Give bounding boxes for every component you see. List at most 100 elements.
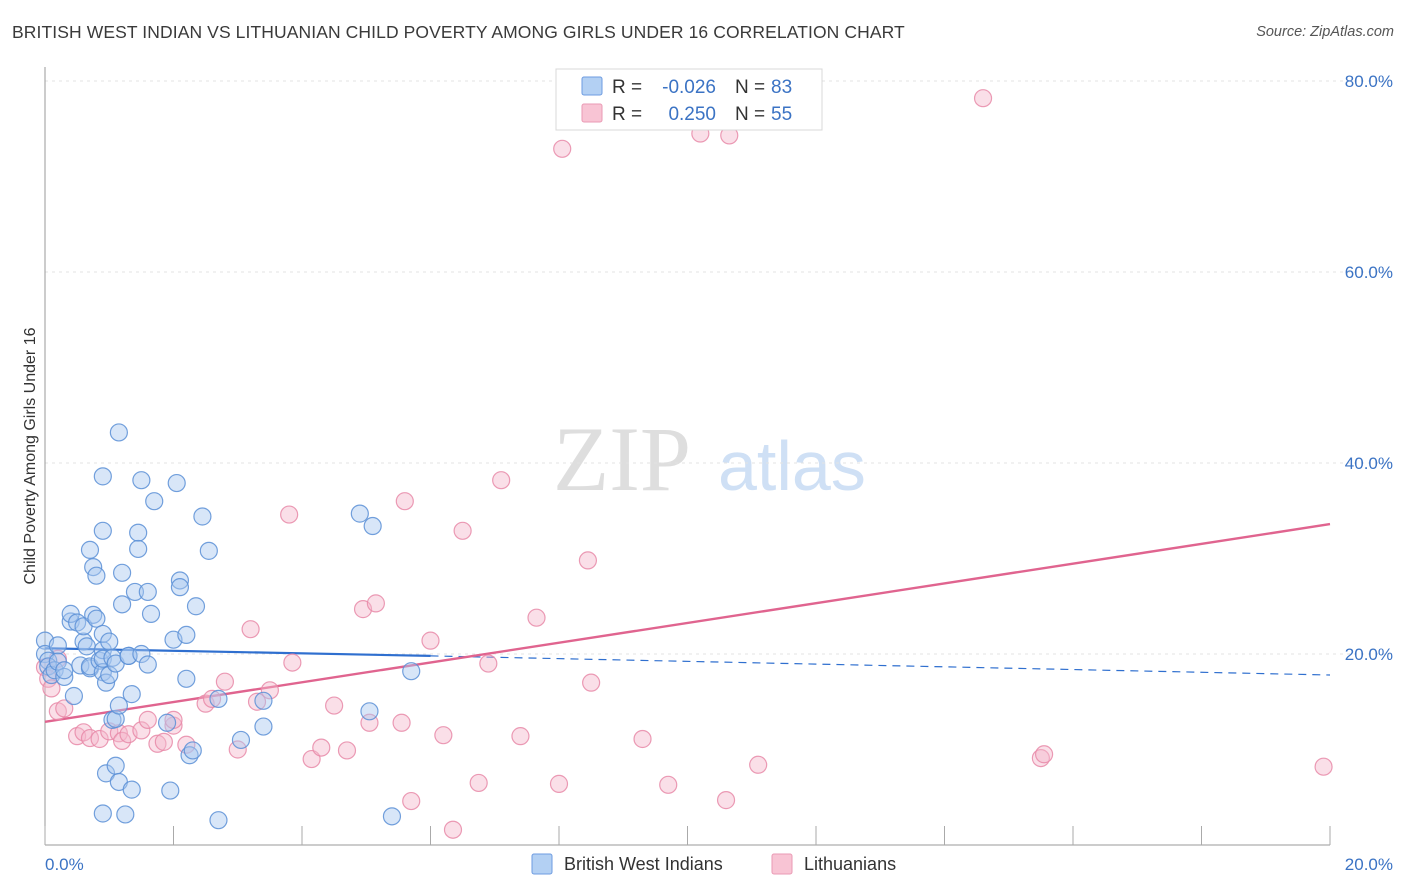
british-west-indians-point [170,571,190,590]
british-west-indians-point [106,709,125,729]
british-west-indians-point [199,541,218,560]
british-west-indians-point [100,665,119,685]
british-west-indians-point [80,540,100,560]
british-west-indians-point [145,492,164,511]
lithuanians-point [260,681,279,700]
chart-title: BRITISH WEST INDIAN VS LITHUANIAN CHILD … [12,22,905,42]
y-tick-label: 80.0% [1345,72,1393,91]
british-west-indians-point [87,566,106,585]
legend-n-value-2: 55 [771,104,792,125]
british-west-indians-point [103,648,122,667]
british-west-indians-point [129,523,148,542]
lithuanians-point [659,775,678,794]
british-west-indians-point [93,804,112,823]
british-west-indians-point [116,805,135,824]
watermark-atlas: atlas [718,427,866,505]
lithuanians-point [578,551,598,570]
legend-r-label-2: R = [612,104,642,125]
lithuanians-point [453,521,472,540]
british-west-indians-point [93,467,112,486]
lithuanians-point [138,710,157,729]
y-tick-label: 60.0% [1345,263,1393,282]
legend-r-label-1: R = [612,77,642,98]
british-west-indians-point [360,702,379,721]
british-west-indians-point [138,582,157,602]
x-tick-label-min: 0.0% [45,855,84,874]
y-tick-label: 20.0% [1345,645,1393,664]
lithuanians-point [154,732,173,751]
lithuanians-point [112,731,132,751]
british-west-indians-point [138,655,157,674]
british-west-indians-point [96,764,116,783]
bottom-legend-label-2: Lithuanians [804,854,896,874]
chart-source: Source: ZipAtlas.com [1256,24,1394,40]
lithuanians-point [716,791,736,810]
british-west-indians-point [100,632,119,651]
legend-blue-swatch [581,76,603,96]
watermark-zip: ZIP [553,408,691,510]
lithuanians-point [395,492,414,511]
british-west-indians-point [402,662,421,681]
lithuanians-point [132,721,151,740]
british-west-indians-point [109,696,128,715]
bottom-legend-pink-swatch [771,853,793,875]
british-west-indians-point [254,717,273,736]
british-west-indians-point [93,624,112,644]
lithuanians-point [469,773,488,793]
axes: 20.0% 40.0% 60.0% 80.0% 0.0% 20.0% [44,67,1393,874]
lithuanians-point [241,620,260,639]
legend-pink-swatch [581,103,603,123]
british-west-indians-point [125,582,145,602]
lithuanians-point [1034,745,1054,764]
british-west-indians-point [167,473,186,493]
lithuanians-point [366,594,385,613]
lithuanians-point [148,734,167,753]
british-west-indians-point [231,730,251,750]
series-legend: British West Indians Lithuanians [531,853,896,875]
british-west-indians-point [129,539,148,559]
lithuanians-point [553,139,572,158]
british-west-indians-point [193,507,212,526]
lithuanians-point [337,741,357,760]
lithuanians-point [80,728,100,748]
british-west-indians-point [350,504,369,523]
lithuanians-point [1314,757,1333,776]
bottom-legend-blue-swatch [531,853,553,875]
lithuanians-point [549,774,569,793]
british-west-indians-point [177,669,196,688]
british-west-indians-point [48,636,67,655]
british-west-indians-point [132,471,151,490]
lithuanians-point [479,654,498,673]
british-west-indians-point [87,609,106,628]
british-west-indians-point [122,685,141,704]
british-west-indians-point [112,563,132,582]
british-west-indians-point [132,644,151,664]
british-west-indians-point [382,807,402,826]
british-west-indians-point [93,521,112,540]
lithuanians-point [402,791,421,811]
lithuanians-point [392,713,411,732]
british-west-indians-point [77,637,96,656]
x-tick-label-max: 20.0% [1345,855,1393,874]
y-tick-label: 40.0% [1345,454,1393,473]
british-west-indians-point [363,516,382,536]
legend-n-value-1: 83 [771,77,792,98]
y-axis-label: Child Poverty Among Girls Under 16 [22,327,39,584]
british-west-indians-point [141,604,161,623]
lithuanians-point [421,631,440,650]
lithuanians-point [582,673,601,692]
british-west-indians-point [209,811,228,830]
lithuanians-point [202,689,222,708]
bottom-legend-label-1: British West Indians [564,854,723,874]
british-west-indians-point [106,756,125,775]
lithuanians-point [443,820,463,839]
lithuanians-point [280,505,299,524]
british-west-indians-point [183,741,202,760]
lithuanians-point [325,696,344,715]
british-west-indians-point [254,691,273,710]
legend-r-value-1: -0.026 [662,77,716,98]
lithuanians-trend-line [44,522,1331,723]
british-west-indians-point [122,780,141,799]
lithuanians-point [247,692,267,711]
legend-n-label-1: N = [735,77,765,98]
